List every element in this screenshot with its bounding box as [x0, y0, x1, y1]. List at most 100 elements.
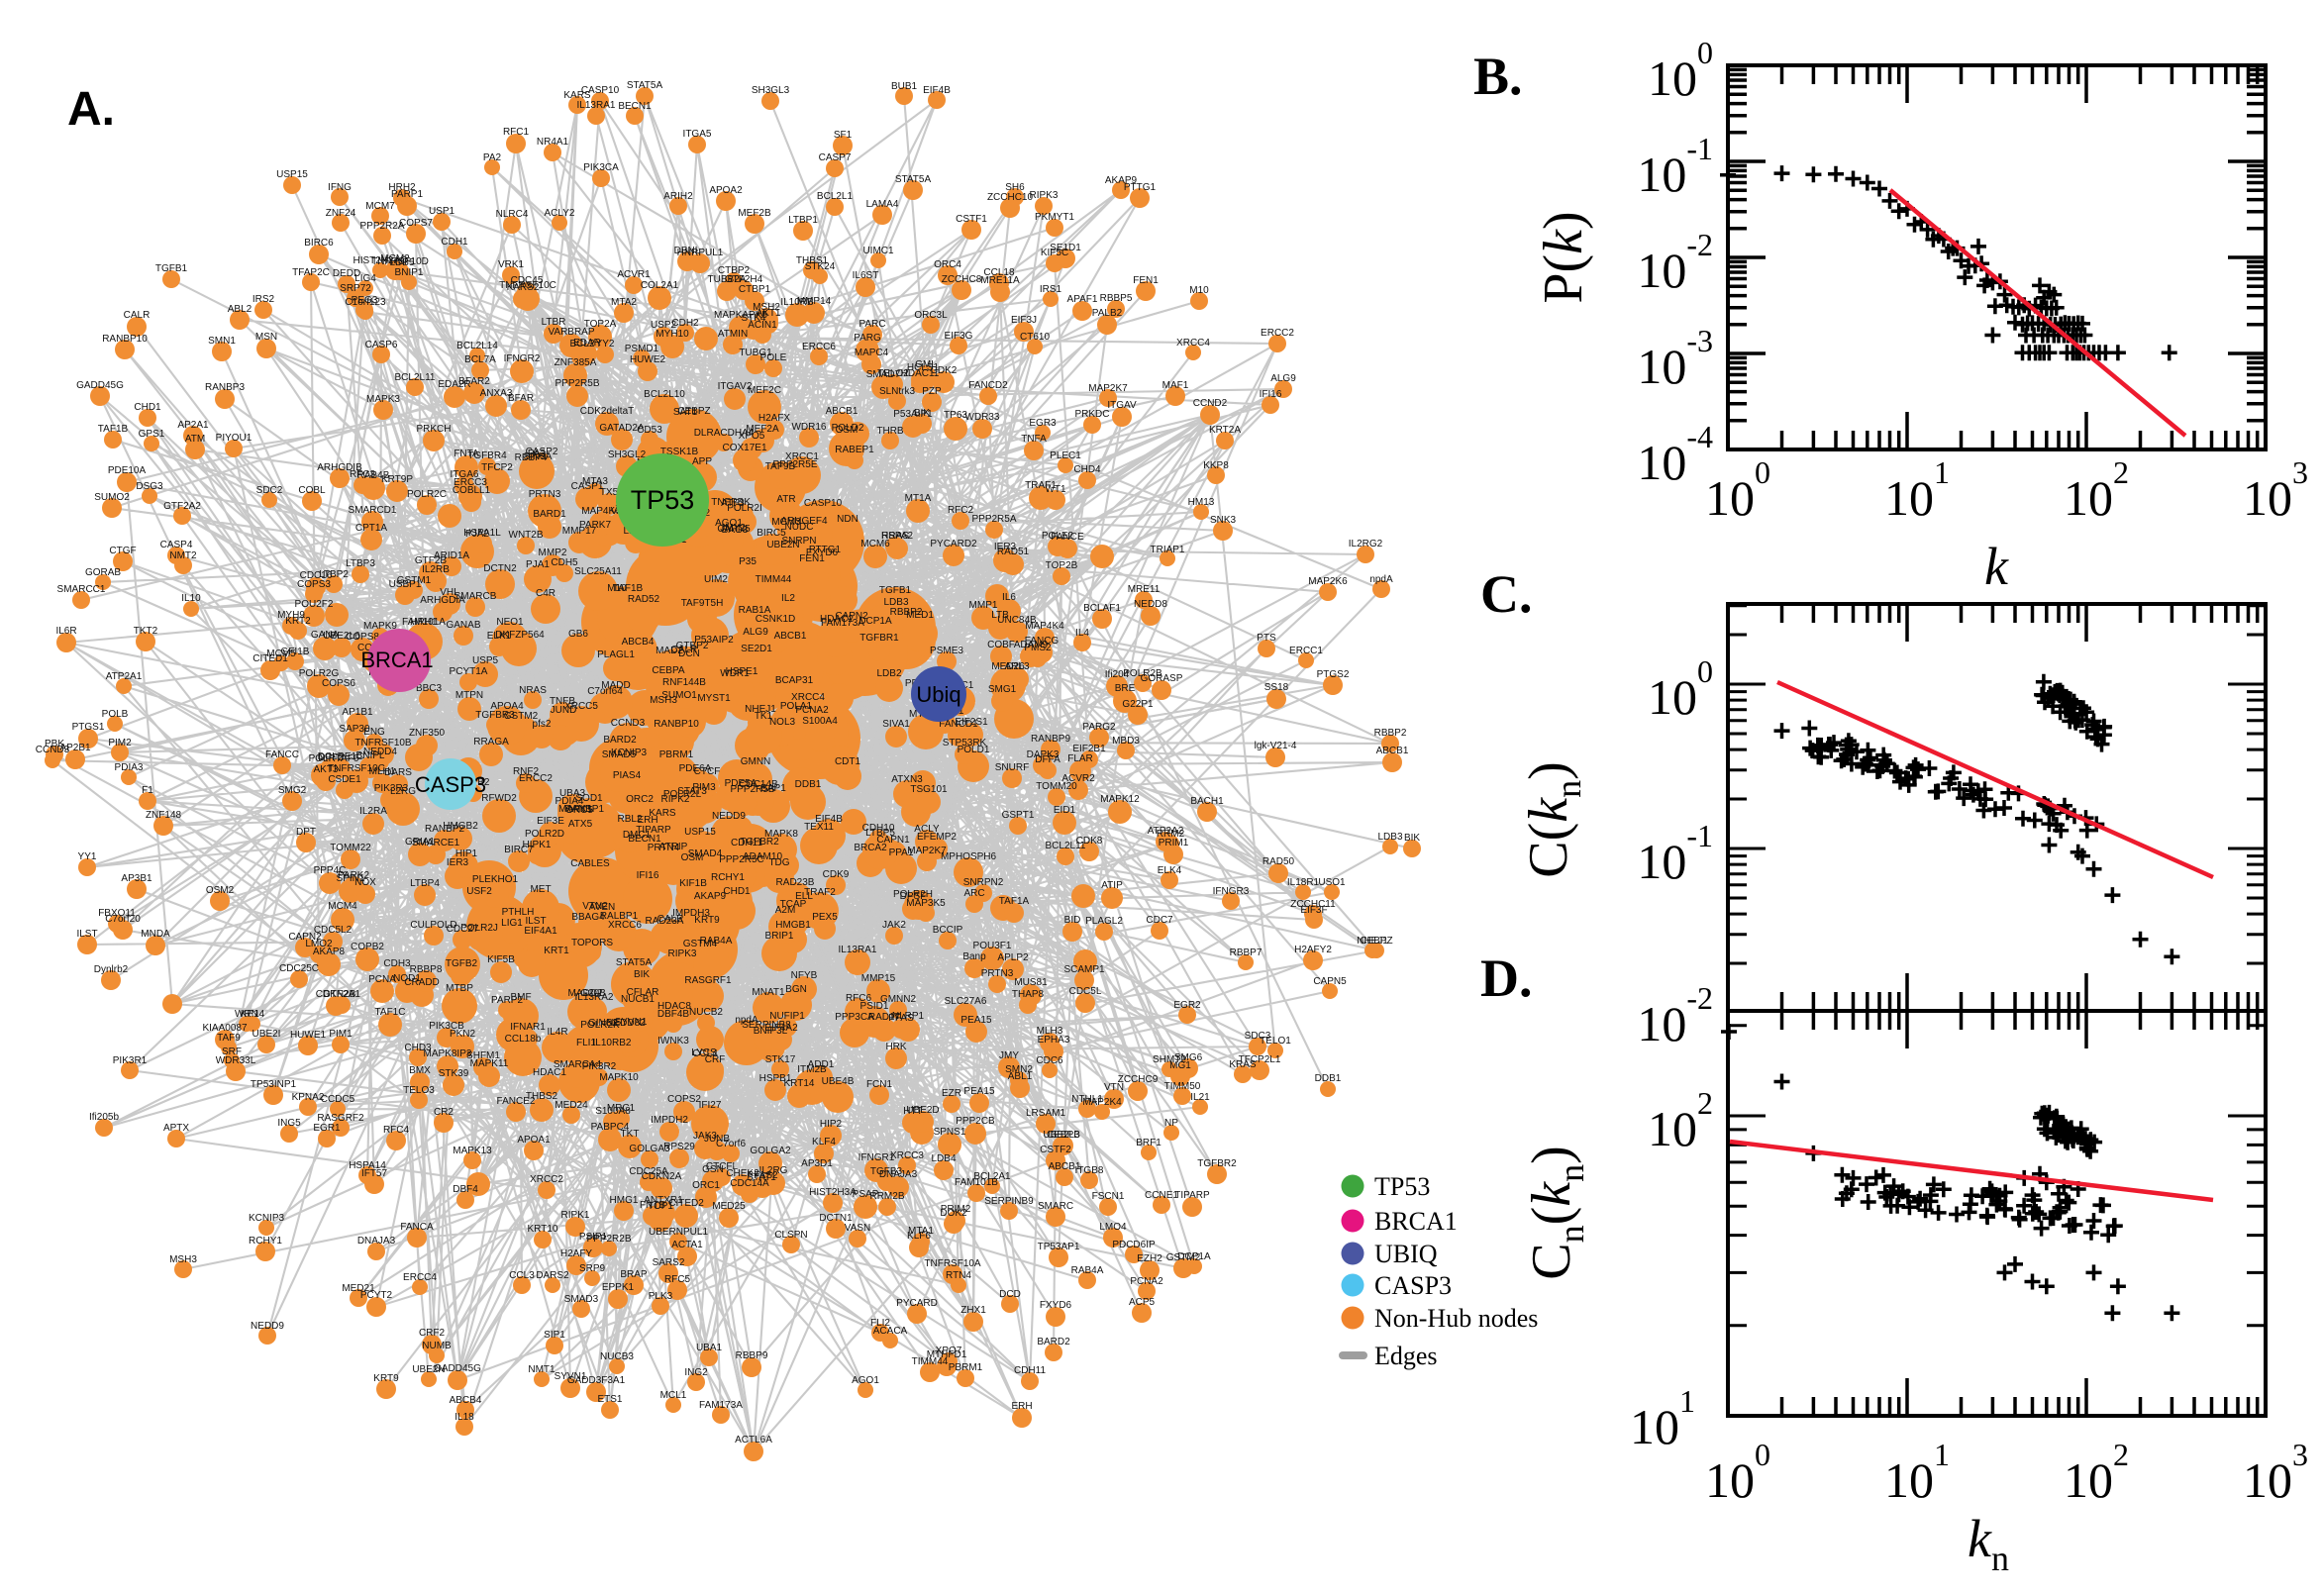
svg-text:MAPK10: MAPK10 — [599, 1072, 639, 1083]
svg-text:PBRM1: PBRM1 — [659, 749, 694, 760]
svg-text:TP53AP1: TP53AP1 — [1038, 1242, 1080, 1252]
svg-text:MCL1: MCL1 — [660, 1390, 687, 1401]
svg-text:ZCCHC8: ZCCHC8 — [942, 274, 982, 285]
svg-text:LMO2: LMO2 — [305, 939, 333, 949]
svg-text:ORC1: ORC1 — [692, 1180, 720, 1191]
svg-text:RFC3: RFC3 — [350, 469, 376, 480]
svg-text:NEDD8: NEDD8 — [1134, 599, 1167, 610]
svg-text:G20B: G20B — [580, 988, 606, 999]
svg-text:ALG9: ALG9 — [1270, 373, 1296, 384]
svg-text:IFI27: IFI27 — [699, 1100, 722, 1111]
svg-text:SRP9: SRP9 — [579, 1263, 606, 1274]
svg-text:IER3: IER3 — [447, 857, 469, 868]
svg-text:COBL: COBL — [298, 485, 326, 496]
svg-text:PPA1: PPA1 — [889, 848, 914, 858]
svg-text:STK17: STK17 — [765, 1054, 796, 1065]
svg-text:HSPE1: HSPE1 — [726, 666, 758, 677]
svg-text:STAT5A: STAT5A — [616, 957, 653, 968]
svg-text:MYH9: MYH9 — [277, 610, 305, 621]
svg-text:RAD50: RAD50 — [1262, 856, 1295, 867]
svg-text:PCYT2: PCYT2 — [360, 1290, 393, 1301]
svg-text:RAB1A: RAB1A — [739, 605, 771, 616]
svg-text:RANBP1: RANBP1 — [564, 804, 604, 815]
svg-text:XRCC3: XRCC3 — [890, 1150, 924, 1161]
svg-text:LDB5: LDB5 — [389, 257, 414, 268]
svg-text:PEA15: PEA15 — [963, 1086, 995, 1097]
svg-text:HIST2H2AC: HIST2H2AC — [353, 255, 407, 266]
svg-text:HRH2: HRH2 — [388, 182, 416, 193]
svg-text:RRM2: RRM2 — [1157, 829, 1185, 840]
svg-text:DBF4: DBF4 — [453, 1184, 478, 1195]
svg-text:APOA2: APOA2 — [709, 185, 743, 196]
svg-text:EIF3F: EIF3F — [1300, 905, 1327, 916]
svg-text:FLI1: FLI1 — [576, 1038, 596, 1048]
svg-text:STP53RK: STP53RK — [943, 738, 987, 748]
svg-text:CDH10: CDH10 — [862, 823, 895, 834]
svg-text:ABCB1: ABCB1 — [774, 631, 807, 642]
svg-text:PEA15: PEA15 — [960, 1015, 992, 1026]
svg-text:HUWE1: HUWE1 — [290, 1030, 327, 1041]
svg-text:MAPC4: MAPC4 — [855, 348, 889, 358]
svg-text:OSM: OSM — [681, 852, 704, 863]
svg-text:BRF1: BRF1 — [1136, 1138, 1162, 1148]
svg-text:PARG: PARG — [854, 333, 881, 344]
svg-text:DDB1: DDB1 — [1315, 1073, 1342, 1084]
svg-text:PPP2R5E: PPP2R5E — [772, 459, 817, 470]
svg-text:BRCA1: BRCA1 — [360, 648, 433, 672]
svg-text:STAT3: STAT3 — [677, 786, 707, 797]
svg-text:TNFRSF10C: TNFRSF10C — [328, 763, 385, 774]
svg-text:BMF: BMF — [510, 992, 531, 1003]
svg-text:ORC3L: ORC3L — [914, 310, 948, 321]
svg-text:PARK7: PARK7 — [579, 520, 611, 531]
svg-text:ITGB8: ITGB8 — [1075, 1165, 1104, 1176]
svg-text:PPP2R5A: PPP2R5A — [971, 514, 1016, 525]
svg-text:SH3GL3: SH3GL3 — [752, 85, 790, 96]
svg-text:TAF1A: TAF1A — [999, 896, 1030, 907]
svg-text:DBF4B: DBF4B — [657, 1009, 690, 1020]
svg-text:lgk-V21-4: lgk-V21-4 — [1255, 741, 1297, 751]
svg-text:BGN: BGN — [785, 984, 807, 995]
svg-text:ADAM10: ADAM10 — [743, 851, 782, 862]
svg-text:APP: APP — [692, 456, 712, 467]
svg-text:CASP3: CASP3 — [415, 772, 486, 797]
svg-text:HIP1: HIP1 — [455, 848, 478, 859]
svg-text:POLRTAF6: POLRTAF6 — [309, 753, 359, 764]
svg-text:WDR33L: WDR33L — [216, 1055, 256, 1066]
svg-text:ELL: ELL — [795, 891, 813, 902]
svg-text:SPIN1: SPIN1 — [337, 873, 365, 884]
svg-text:RAD17: RAD17 — [868, 1012, 901, 1023]
svg-text:Non-Hub nodes: Non-Hub nodes — [1374, 1304, 1538, 1333]
svg-text:LDB2: LDB2 — [876, 668, 901, 679]
svg-text:AKT1: AKT1 — [756, 308, 780, 319]
svg-text:NHEJ1: NHEJ1 — [745, 704, 776, 715]
svg-text:TUBB2A: TUBB2A — [708, 274, 747, 285]
svg-text:SPNS1: SPNS1 — [934, 1127, 966, 1138]
svg-text:RANBP9: RANBP9 — [1031, 734, 1070, 745]
svg-text:KRT1: KRT1 — [544, 946, 569, 956]
svg-text:CHD4: CHD4 — [1073, 464, 1101, 475]
svg-text:ADD1: ADD1 — [808, 1059, 835, 1070]
svg-text:TAF9B: TAF9B — [765, 461, 796, 472]
svg-text:SIP1: SIP1 — [544, 1330, 565, 1341]
svg-text:BCL2L11: BCL2L11 — [395, 372, 436, 383]
svg-text:ERH: ERH — [637, 815, 657, 826]
svg-text:LYCS: LYCS — [691, 1047, 717, 1058]
svg-text:SNRPN2: SNRPN2 — [963, 877, 1004, 888]
svg-text:SIN3A: SIN3A — [524, 451, 553, 462]
svg-text:ARID1A: ARID1A — [434, 550, 469, 561]
svg-text:EPHA3: EPHA3 — [1038, 1035, 1070, 1046]
svg-text:NUDC: NUDC — [785, 522, 814, 533]
svg-text:UBA1: UBA1 — [696, 1343, 723, 1353]
svg-text:BACH1: BACH1 — [1190, 796, 1224, 807]
svg-text:ERCC2: ERCC2 — [519, 773, 553, 784]
svg-text:IRS2: IRS2 — [252, 294, 275, 305]
svg-text:MTA3: MTA3 — [582, 476, 608, 487]
svg-text:MMP14: MMP14 — [797, 296, 832, 307]
svg-text:CASP4: CASP4 — [160, 540, 193, 550]
svg-text:PIK3CA: PIK3CA — [583, 162, 619, 173]
svg-text:GADD45G: GADD45G — [434, 1363, 481, 1374]
svg-text:CEBPZ: CEBPZ — [677, 406, 710, 417]
svg-text:MCM3: MCM3 — [771, 517, 801, 528]
svg-text:ATP2A2: ATP2A2 — [1148, 826, 1184, 837]
svg-text:ITGA6: ITGA6 — [451, 469, 479, 480]
